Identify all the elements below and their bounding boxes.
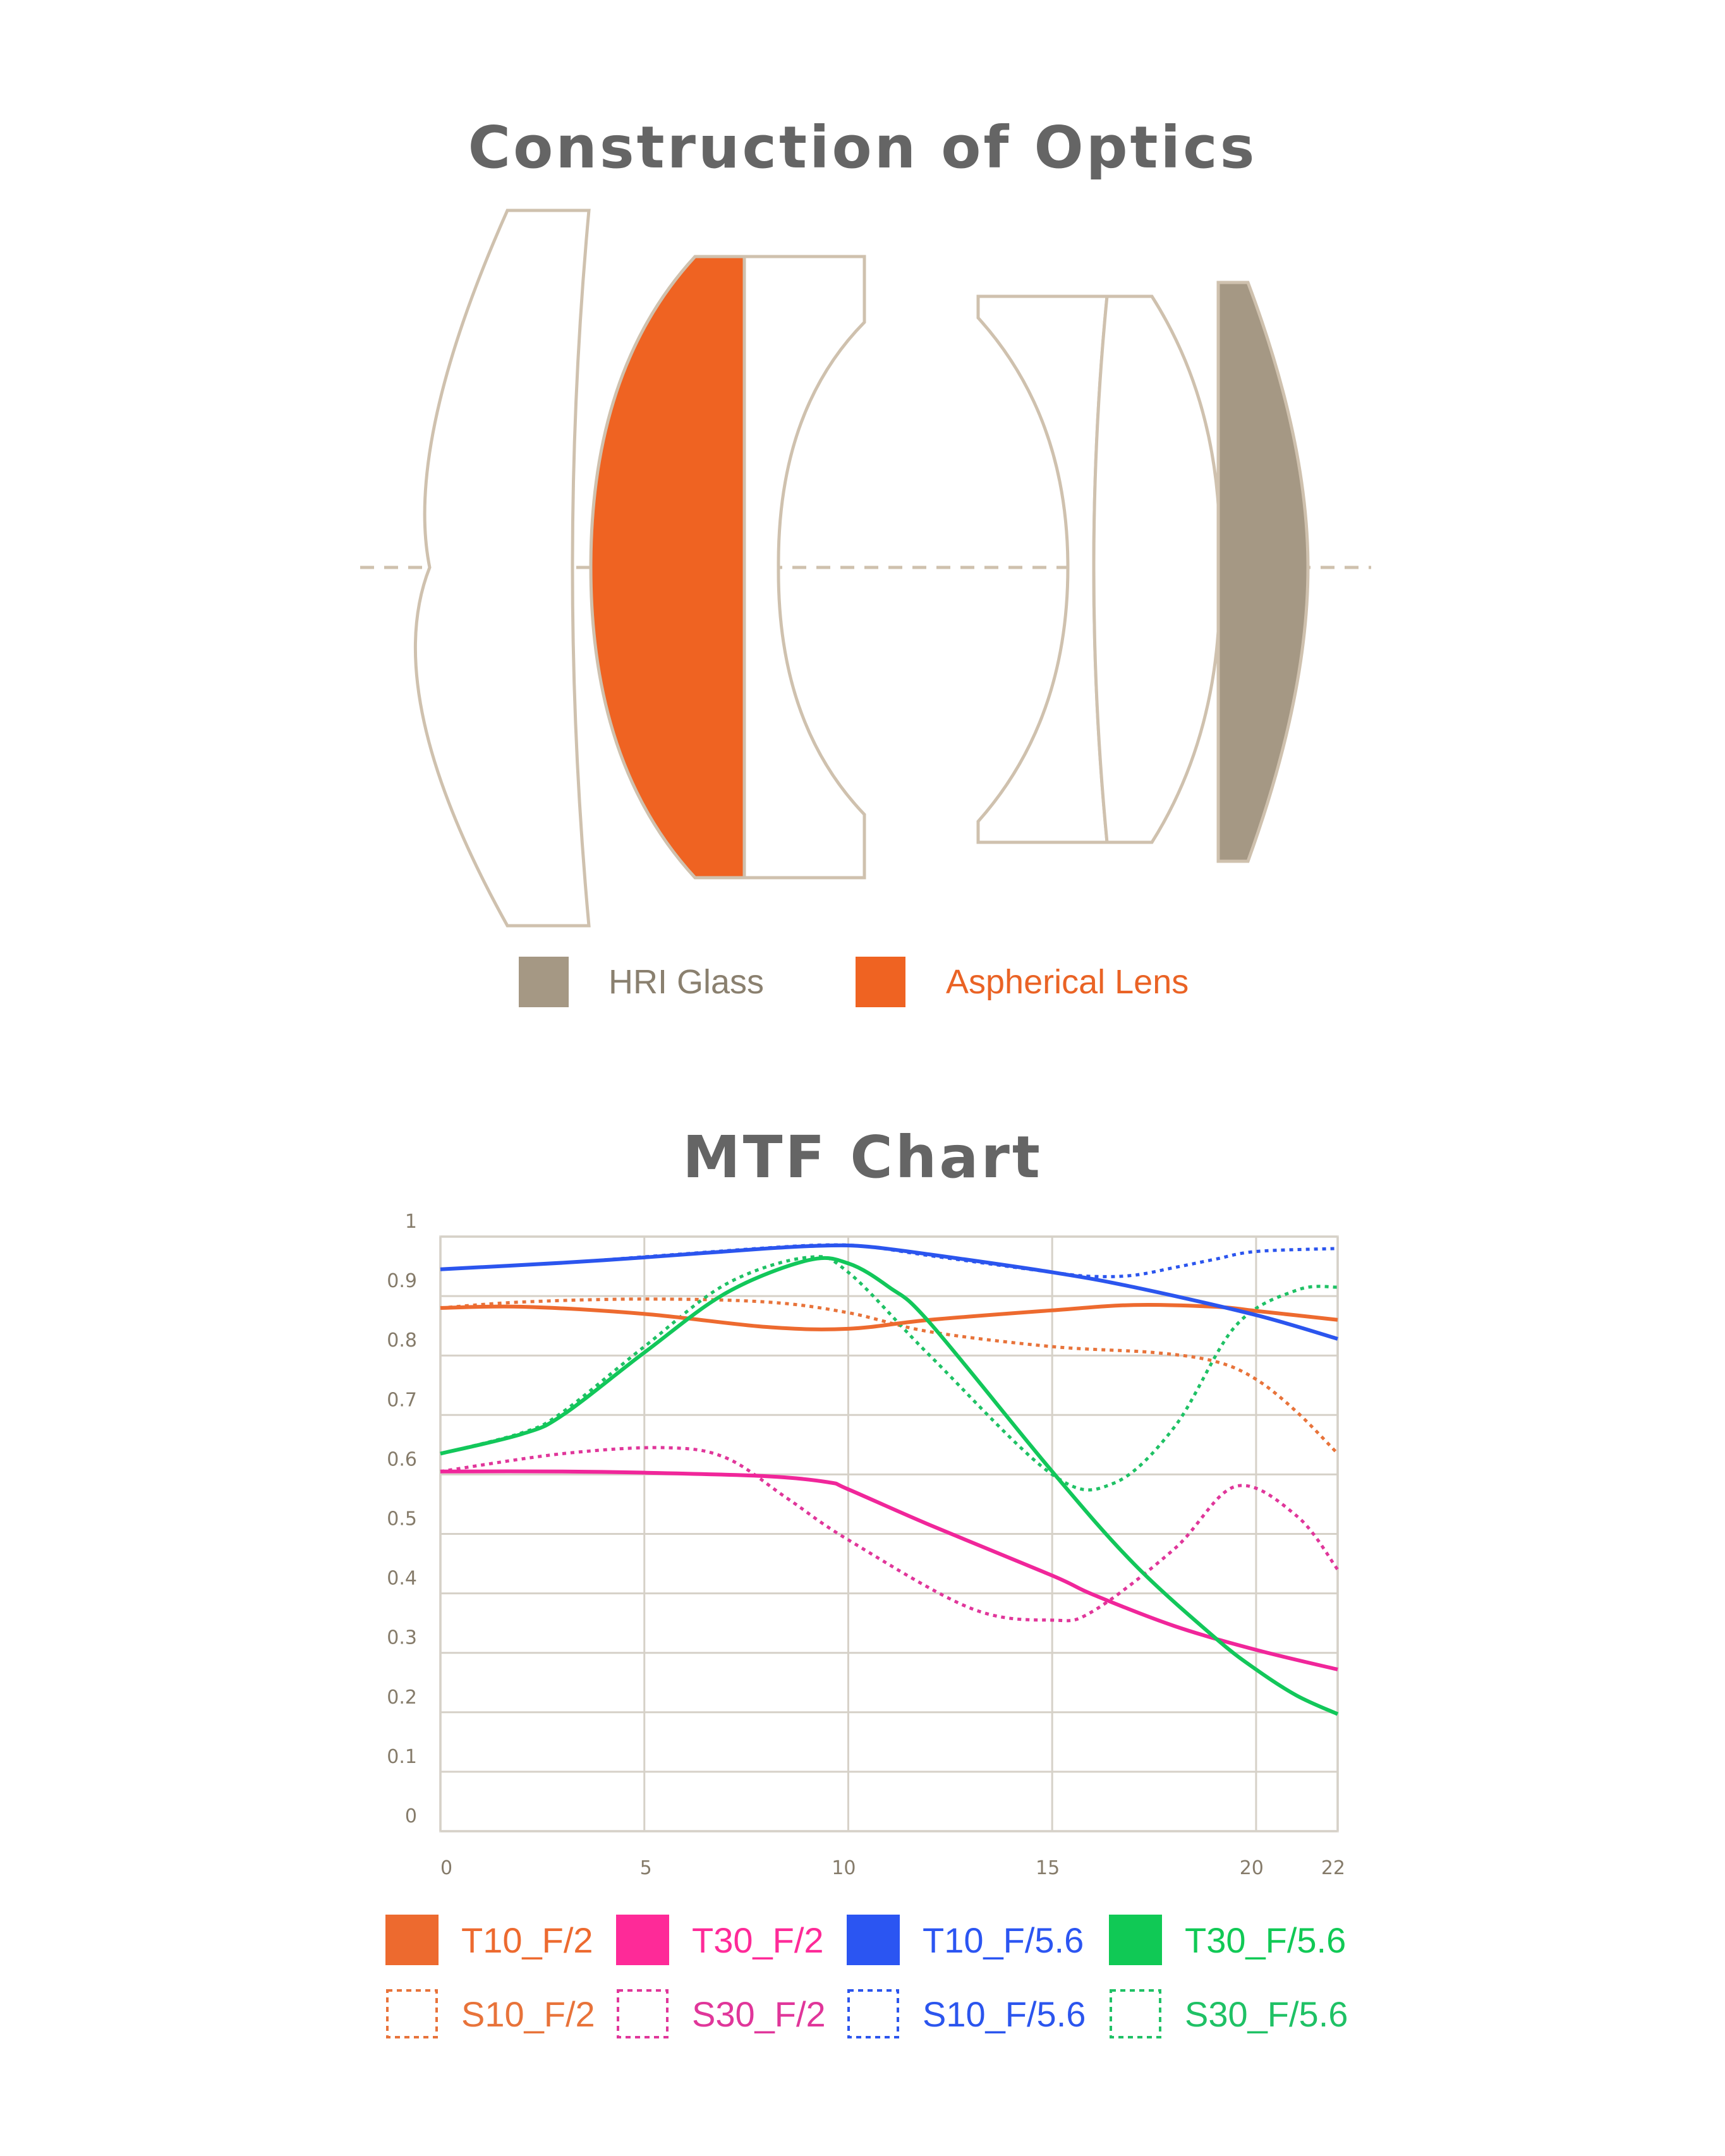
legend-swatch-dotted xyxy=(617,1989,669,2038)
legend-item-t10-f-5-6: T10_F/5.6 xyxy=(847,1915,1084,1965)
aspherical-lens-swatch xyxy=(856,957,905,1007)
legend-label: S30_F/5.6 xyxy=(1185,1994,1348,2034)
optics-title: Construction of Optics xyxy=(468,114,1257,181)
legend-label: T30_F/2 xyxy=(692,1920,824,1960)
y-tick-label: 1 xyxy=(405,1211,417,1233)
legend-label: S10_F/2 xyxy=(461,1994,595,2034)
y-tick-label: 0.7 xyxy=(387,1389,417,1411)
lens-element-4 xyxy=(976,294,1109,844)
lens-element-1 xyxy=(413,209,591,928)
series-line-t30-f-5-6 xyxy=(440,1256,1339,1716)
x-axis-ticks: 0 5 10 15 20 22 xyxy=(440,1857,1345,1879)
y-tick-label: 0.9 xyxy=(387,1270,417,1292)
x-tick-label: 22 xyxy=(1321,1857,1345,1879)
legend-label: T10_F/2 xyxy=(461,1920,593,1960)
optics-legend: HRI Glass Aspherical Lens xyxy=(519,957,1189,1007)
legend-swatch-dotted xyxy=(1110,1989,1161,2038)
legend-label: T10_F/5.6 xyxy=(923,1920,1084,1960)
x-tick-label: 15 xyxy=(1036,1857,1060,1879)
legend-label: T30_F/5.6 xyxy=(1185,1920,1346,1960)
x-tick-label: 20 xyxy=(1240,1857,1264,1879)
legend-label: S30_F/2 xyxy=(692,1994,826,2034)
legend-item-s10-f-5-6: S10_F/5.6 xyxy=(847,1989,1086,2038)
y-tick-label: 0.4 xyxy=(387,1568,417,1590)
legend-item-s30-f-5-6: S30_F/5.6 xyxy=(1110,1989,1348,2038)
y-tick-label: 0.8 xyxy=(387,1329,417,1352)
y-tick-label: 0.2 xyxy=(387,1687,417,1709)
legend-item-s30-f-2: S30_F/2 xyxy=(617,1989,826,2038)
x-tick-label: 0 xyxy=(440,1857,452,1879)
aspherical-lens-label: Aspherical Lens xyxy=(946,963,1189,1001)
y-tick-label: 0.1 xyxy=(387,1746,417,1768)
chart-grid xyxy=(439,1235,1339,1832)
y-tick-label: 0.5 xyxy=(387,1508,417,1530)
legend-swatch-solid xyxy=(1109,1915,1162,1965)
mtf-chart-title: MTF Chart xyxy=(682,1123,1043,1191)
mtf-legend: T10_F/2 T30_F/2 T10_F/5.6 T30_F/5.6 S10_F/2 S… xyxy=(385,1915,1348,2038)
lens-element-5 xyxy=(1092,294,1221,844)
x-tick-label: 5 xyxy=(640,1857,652,1879)
legend-swatch-solid xyxy=(616,1915,669,1965)
legend-swatch-solid xyxy=(847,1915,900,1965)
series-line-t10-f-2 xyxy=(440,1302,1338,1331)
y-tick-label: 0.6 xyxy=(387,1448,417,1470)
series-line-s10-f-2 xyxy=(440,1297,1339,1455)
lens-element-3 xyxy=(742,255,866,880)
y-tick-label: 0.3 xyxy=(387,1627,417,1649)
hri-glass-element xyxy=(1216,281,1310,863)
mtf-chart: 0 0.1 0.2 0.3 0.4 0.5 0.6 0.7 0.8 0.9 1 0 5 10 15 20 22 xyxy=(387,1211,1345,1879)
legend-label: S10_F/5.6 xyxy=(923,1994,1086,2034)
legend-item-t30-f-2: T30_F/2 xyxy=(616,1915,824,1965)
legend-item-t10-f-2: T10_F/2 xyxy=(385,1915,593,1965)
y-tick-label: 0 xyxy=(405,1805,417,1827)
x-tick-label: 10 xyxy=(832,1857,856,1879)
chart-series xyxy=(440,1243,1340,1716)
series-line-t30-f-2 xyxy=(440,1469,1338,1671)
series-line-t10-f-5-6 xyxy=(440,1243,1338,1341)
legend-swatch-solid xyxy=(385,1915,439,1965)
hri-glass-label: HRI Glass xyxy=(608,963,764,1001)
y-axis-ticks: 0 0.1 0.2 0.3 0.4 0.5 0.6 0.7 0.8 0.9 1 xyxy=(387,1211,417,1827)
series-line-s30-f-5-6 xyxy=(440,1255,1338,1492)
legend-swatch-dotted xyxy=(847,1989,899,2038)
legend-swatch-dotted xyxy=(386,1989,438,2038)
legend-item-s10-f-2: S10_F/2 xyxy=(386,1989,595,2038)
aspherical-lens-element xyxy=(589,255,746,880)
legend-item-t30-f-5-6: T30_F/5.6 xyxy=(1109,1915,1346,1965)
series-line-s30-f-2 xyxy=(440,1446,1340,1623)
